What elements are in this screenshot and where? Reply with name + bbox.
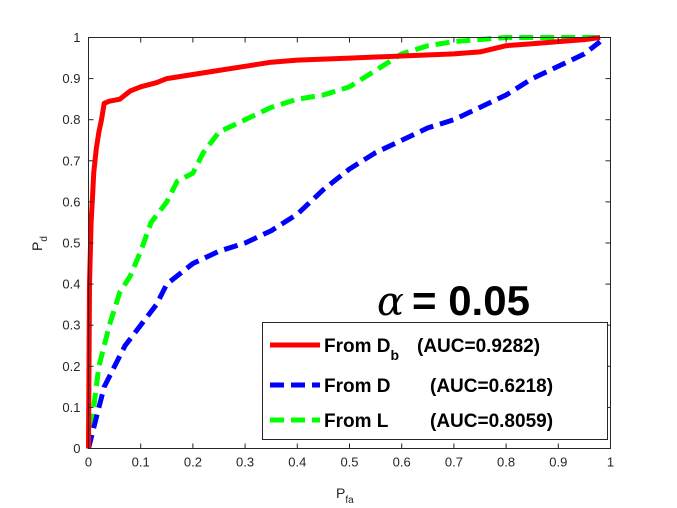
x-axis-label: Pfa (336, 485, 354, 506)
series-lines (86, 35, 602, 450)
axes-box (88, 37, 611, 449)
y-tick-label: 0.9 (62, 71, 80, 86)
x-tick-label: 0.8 (497, 455, 515, 470)
y-tick-label: 0.8 (62, 112, 80, 127)
y-tick-label: 0.7 (62, 153, 80, 168)
y-tick-label: 0.1 (62, 400, 80, 415)
series-line-from-db (86, 35, 601, 449)
x-tick-label: 0.5 (340, 455, 358, 470)
x-tick-label: 0.3 (236, 455, 254, 470)
x-tick-label: 1 (607, 455, 614, 470)
alpha-value: = 0.05 (412, 277, 530, 324)
y-tick-label: 0.2 (62, 359, 80, 374)
y-axis-label: Pd (29, 236, 50, 251)
y-tick-label: 0.5 (62, 236, 80, 251)
axis-ticks: 0 0.1 0.2 0.3 0.4 0.5 0.6 0.7 0.8 0.9 1 0 0.1 0.2 0.3 0… (62, 30, 614, 470)
alpha-annotation: α = 0.05 (377, 277, 530, 325)
y-tick-label: 0.3 (62, 318, 80, 333)
x-tick-label: 0 (85, 455, 92, 470)
x-tick-label: 0.1 (132, 455, 150, 470)
alpha-symbol: α (377, 279, 404, 325)
y-tick-label: 0 (73, 441, 80, 456)
y-tick-label: 0.6 (62, 194, 80, 209)
x-tick-label: 0.4 (288, 455, 306, 470)
legend-label-db: From Db (AUC=0.9282) (324, 336, 540, 363)
legend: From Db (AUC=0.9282) From D (AUC=0.6218) F… (262, 322, 608, 440)
x-tick-label: 0.7 (445, 455, 463, 470)
y-tick-label: 1 (73, 30, 80, 45)
x-tick-label: 0.2 (184, 455, 202, 470)
legend-label-l: From L (AUC=0.8059) (324, 411, 553, 432)
x-tick-label: 0.6 (393, 455, 411, 470)
series-line-from-l (86, 35, 601, 449)
y-tick-label: 0.4 (62, 277, 80, 292)
x-tick-label: 0.9 (549, 455, 567, 470)
series-line-from-d (86, 39, 602, 450)
legend-label-d: From D (AUC=0.6218) (324, 376, 553, 397)
